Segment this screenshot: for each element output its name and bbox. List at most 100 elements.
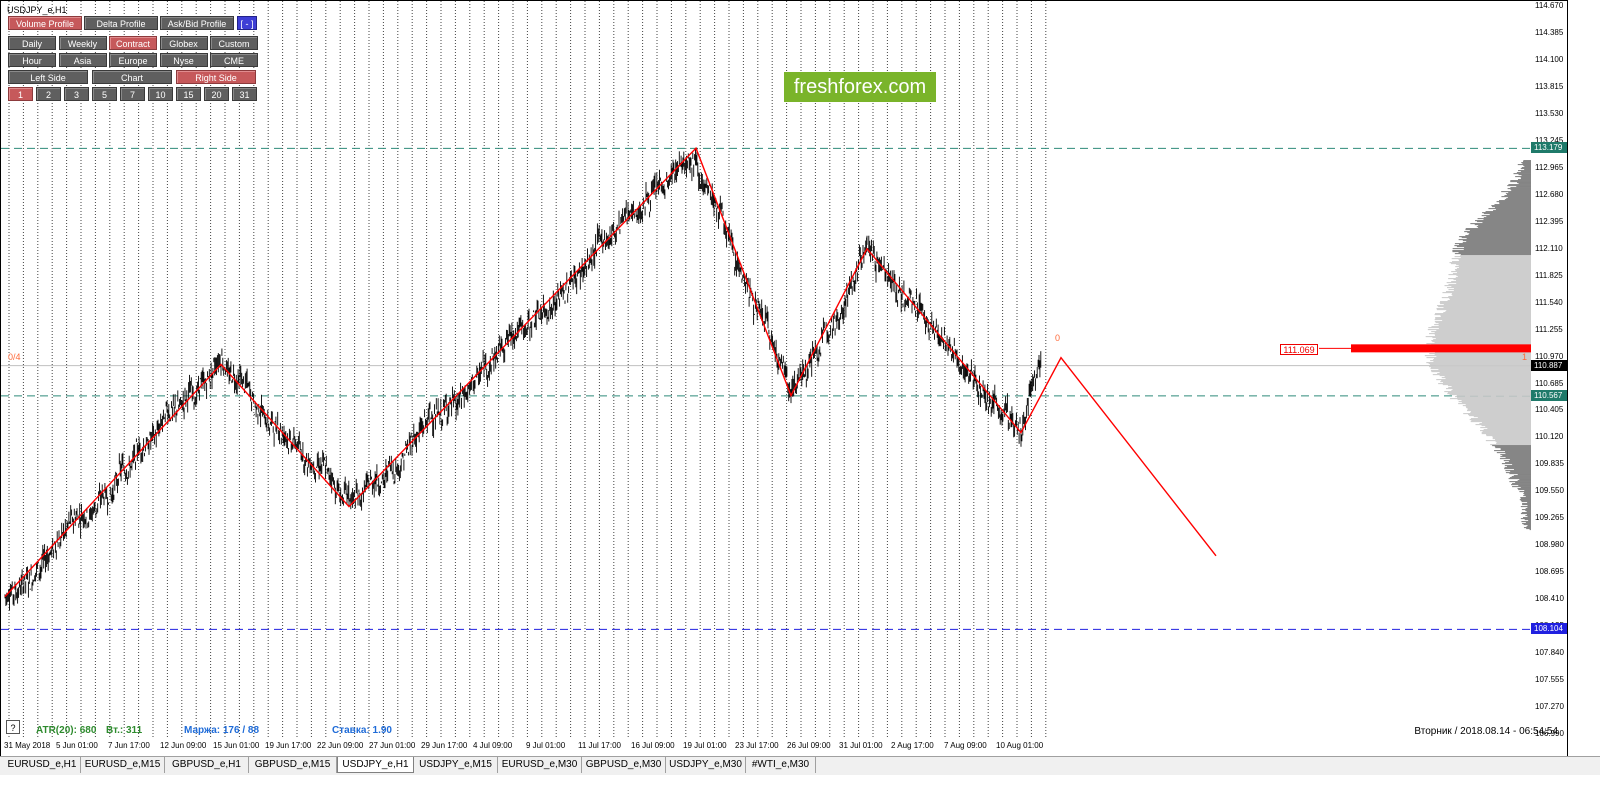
price-tick-label: 109.265 xyxy=(1535,513,1564,523)
left-marker: 0/4 xyxy=(8,352,21,362)
time-tick-label: 19 Jul 01:00 xyxy=(683,741,727,750)
time-tick-label: 7 Jun 17:00 xyxy=(108,741,150,750)
btn-hour[interactable]: Hour xyxy=(8,53,56,67)
time-tick-label: 12 Jun 09:00 xyxy=(160,741,207,750)
time-tick-label: 16 Jul 09:00 xyxy=(631,741,675,750)
chart-tab[interactable]: GBPUSD_e,M30 xyxy=(582,757,666,773)
btn-period-15[interactable]: 15 xyxy=(176,87,201,101)
time-tick-label: 31 May 2018 xyxy=(4,741,51,750)
time-tick-label: 4 Jul 09:00 xyxy=(473,741,513,750)
time-tick-label: 27 Jun 01:00 xyxy=(369,741,416,750)
time-tick-label: 9 Jul 01:00 xyxy=(526,741,566,750)
chart-tab[interactable]: EURUSD_e,M30 xyxy=(498,757,582,773)
btn-weekly[interactable]: Weekly xyxy=(58,36,107,50)
btn-period-7[interactable]: 7 xyxy=(120,87,145,101)
btn-volume-profile[interactable]: Volume Profile xyxy=(8,16,82,30)
btn-daily[interactable]: Daily xyxy=(8,36,56,50)
btn-europe[interactable]: Europe xyxy=(109,53,157,67)
chart-tab[interactable]: GBPUSD_e,M15 xyxy=(249,757,337,773)
price-tag-high: 113.179 xyxy=(1531,142,1567,154)
price-tick-label: 112.965 xyxy=(1535,162,1564,172)
poc-label: 111.069 xyxy=(1280,344,1318,355)
price-tick-label: 113.530 xyxy=(1535,109,1564,119)
price-tick-label: 106.990 xyxy=(1535,729,1564,738)
bottom-strip xyxy=(0,775,1600,791)
margin-readout: Маржа: 176 / 88 xyxy=(184,725,260,736)
price-tick-label: 111.540 xyxy=(1535,297,1563,307)
chart-tab[interactable]: GBPUSD_e,H1 xyxy=(165,757,249,773)
btn-contract[interactable]: Contract xyxy=(109,36,157,50)
btn-asia[interactable]: Asia xyxy=(58,53,107,67)
vt-readout: Вт.: 311 xyxy=(106,725,143,736)
btn-period-31[interactable]: 31 xyxy=(232,87,257,101)
price-tick-label: 109.550 xyxy=(1535,486,1564,496)
atr-readout: ATR(20): 680 xyxy=(36,725,97,736)
brand-logo: freshforex.com xyxy=(784,72,936,102)
price-tick-label: 112.110 xyxy=(1535,243,1563,253)
btn-delta-profile[interactable]: Delta Profile xyxy=(84,16,158,30)
chart-canvas[interactable] xyxy=(1,1,1569,771)
price-tick-label: 112.680 xyxy=(1535,189,1564,199)
price-tick-label: 110.685 xyxy=(1535,378,1564,388)
price-tick-label: 114.385 xyxy=(1535,28,1564,38)
btn-ask-bid-profile[interactable]: Ask/Bid Profile xyxy=(160,16,234,30)
time-tick-label: 5 Jun 01:00 xyxy=(56,741,98,750)
time-tick-label: 19 Jun 17:00 xyxy=(265,741,312,750)
price-tick-label: 107.555 xyxy=(1535,675,1564,685)
price-tick-label: 113.815 xyxy=(1535,82,1564,92)
btn-nyse[interactable]: Nyse xyxy=(159,53,208,67)
price-tick-label: 108.980 xyxy=(1535,540,1564,550)
time-tick-label: 22 Jun 09:00 xyxy=(317,741,364,750)
chart-tab[interactable]: EURUSD_e,M15 xyxy=(81,757,165,773)
time-tick-label: 15 Jun 01:00 xyxy=(213,741,260,750)
chart-tab[interactable]: USDJPY_e,M15 xyxy=(414,757,498,773)
price-tick-label: 107.270 xyxy=(1535,702,1564,712)
symbol-title: USDJPY_e,H1 xyxy=(7,5,67,15)
price-tick-label: 107.840 xyxy=(1535,648,1564,658)
price-tick-label: 108.695 xyxy=(1535,567,1564,577)
time-tick-label: 10 Aug 01:00 xyxy=(996,741,1044,750)
btn-period-10[interactable]: 10 xyxy=(148,87,173,101)
btn-cme[interactable]: CME xyxy=(210,53,258,67)
price-tick-label: 114.670 xyxy=(1535,1,1564,10)
zigzag-line xyxy=(4,146,1217,598)
time-tick-label: 2 Aug 17:00 xyxy=(891,741,934,750)
btn-globex[interactable]: Globex xyxy=(159,36,208,50)
time-tick-label: 11 Jul 17:00 xyxy=(578,741,621,750)
btn-period-2[interactable]: 2 xyxy=(36,87,61,101)
btn-custom[interactable]: Custom xyxy=(210,36,258,50)
btn-chart[interactable]: Chart xyxy=(92,70,172,84)
btn-period-3[interactable]: 3 xyxy=(64,87,89,101)
price-tick-label: 111.255 xyxy=(1535,324,1563,334)
btn-period-1[interactable]: 1 xyxy=(8,87,33,101)
btn-period-5[interactable]: 5 xyxy=(92,87,117,101)
time-tick-label: 29 Jun 17:00 xyxy=(421,741,468,750)
time-tick-label: 26 Jul 09:00 xyxy=(787,741,831,750)
chart-tab[interactable]: #WTI_e,M30 xyxy=(746,757,816,773)
rate-readout: Ставка: 1.90 xyxy=(332,725,392,736)
btn-[interactable]: [ - ] xyxy=(237,16,257,30)
price-tick-label: 109.835 xyxy=(1535,459,1564,469)
server-datetime: Вторник / 2018.08.14 - 06:54:54 xyxy=(1414,726,1558,737)
btn-left-side[interactable]: Left Side xyxy=(8,70,88,84)
time-tick-label: 23 Jul 17:00 xyxy=(735,741,779,750)
help-button[interactable]: ? xyxy=(6,720,20,734)
chart-tab[interactable]: USDJPY_e,M30 xyxy=(666,757,746,773)
btn-period-20[interactable]: 20 xyxy=(204,87,229,101)
chart-tab[interactable]: USDJPY_e,H1 xyxy=(337,757,414,773)
time-tick-label: 31 Jul 01:00 xyxy=(839,741,883,750)
chart-tab[interactable]: EURUSD_e,H1 xyxy=(4,757,81,773)
poc-bar xyxy=(1351,344,1531,353)
price-tick-label: 108.410 xyxy=(1535,594,1564,604)
price-tick-label: 111.825 xyxy=(1535,270,1563,280)
right-marker: 1 xyxy=(1522,352,1528,362)
chart-area[interactable]: USDJPY_e,H1 xyxy=(0,0,1568,770)
price-tick-label: 112.395 xyxy=(1535,216,1564,226)
price-tag-current: 110.887 xyxy=(1531,359,1567,371)
time-tick-label: 7 Aug 09:00 xyxy=(944,741,987,750)
projection-marker: 0 xyxy=(1055,333,1061,343)
price-tick-label: 110.970 xyxy=(1535,351,1564,361)
price-tag-low: 110.567 xyxy=(1531,389,1567,401)
price-tick-label: 110.405 xyxy=(1535,405,1564,415)
btn-right-side[interactable]: Right Side xyxy=(176,70,256,84)
